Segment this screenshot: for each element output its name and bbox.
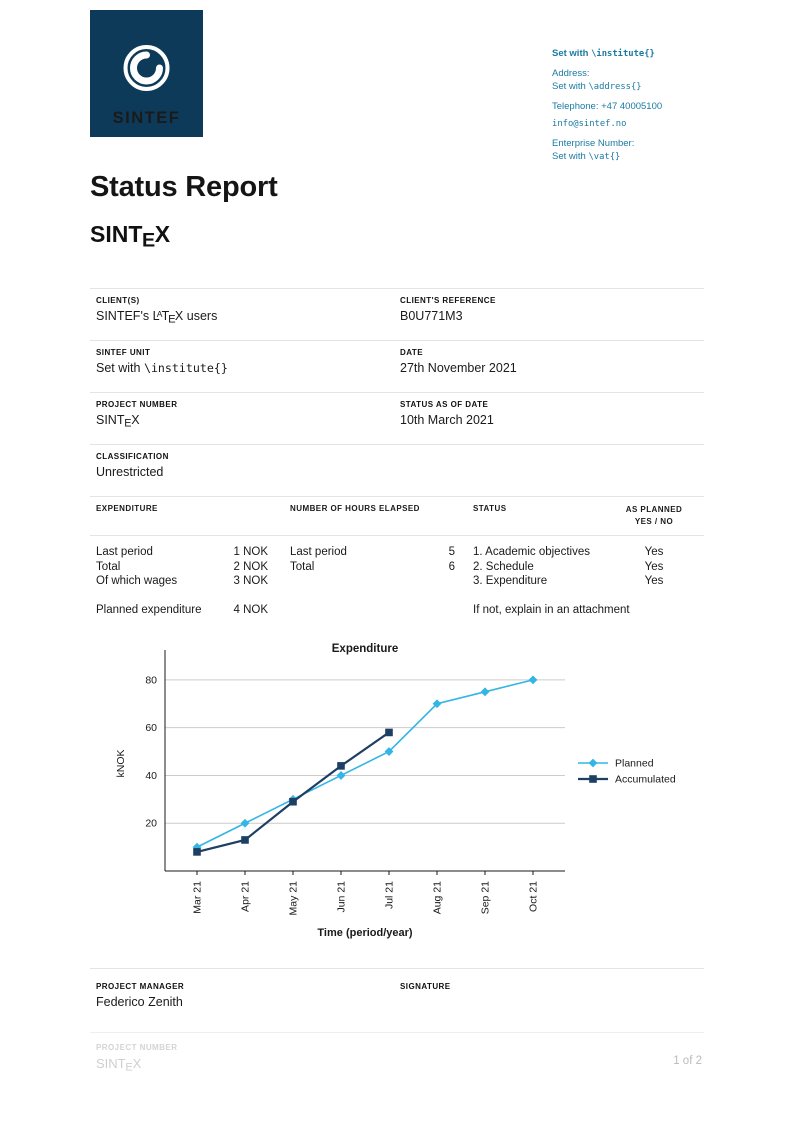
svg-text:Jun 21: Jun 21 xyxy=(336,881,348,913)
page-footer: PROJECT NUMBER SINTEX 1 of 2 xyxy=(90,1032,704,1074)
sintef-logo-text: SINTEF xyxy=(113,109,181,127)
page-number: 1 of 2 xyxy=(673,1055,702,1067)
project-number-label: PROJECT NUMBER xyxy=(96,400,178,409)
svg-text:60: 60 xyxy=(145,722,157,734)
address-value: Set with \address{} xyxy=(552,81,642,92)
table-row: Total 6 xyxy=(290,560,455,573)
info-row-clients: CLIENT(S) SINTEF's LATEX users CLIENT'S … xyxy=(90,288,704,340)
signature-label: SIGNATURE xyxy=(400,982,451,991)
status-date-value: 10th March 2021 xyxy=(400,413,494,427)
info-row-project: PROJECT NUMBER SINTEX STATUS AS OF DATE … xyxy=(90,392,704,444)
telephone-line: Telephone: +47 40005100 xyxy=(552,100,663,112)
reference-label: CLIENT'S REFERENCE xyxy=(400,296,496,305)
enterprise-value: Set with \vat{} xyxy=(552,151,621,162)
institute-line: Set with \institute{} xyxy=(552,48,655,59)
contact-info: Set with \institute{} Address: Set with … xyxy=(552,47,712,170)
page-title: Status Report xyxy=(90,171,278,203)
email-line: info@sintef.no xyxy=(552,119,627,129)
signature-cell: SIGNATURE xyxy=(400,982,451,991)
expenditure-header: EXPENDITURE xyxy=(96,504,158,513)
classification-label: CLASSIFICATION xyxy=(96,452,169,461)
date-value: 27th November 2021 xyxy=(400,361,517,375)
table-cell: Yes xyxy=(644,546,664,558)
table-row: Of which wages 3 NOK xyxy=(96,575,268,588)
project-number-cell: PROJECT NUMBER SINTEX xyxy=(96,400,704,430)
svg-text:May 21: May 21 xyxy=(288,881,300,916)
project-manager-label: PROJECT MANAGER xyxy=(96,982,185,991)
svg-text:40: 40 xyxy=(145,770,157,782)
svg-text:Accumulated: Accumulated xyxy=(615,774,676,786)
as-planned-header: AS PLANNED YES / NO xyxy=(625,505,683,526)
footer-project-value: SINTEX xyxy=(96,1056,142,1074)
project-number-value: SINTEX xyxy=(96,413,140,430)
as-planned-column: Yes Yes Yes xyxy=(615,545,693,589)
svg-text:Expenditure: Expenditure xyxy=(332,643,398,655)
unit-value: Set with \institute{} xyxy=(96,361,228,375)
svg-text:Jul 21: Jul 21 xyxy=(384,881,396,909)
manager-row: PROJECT MANAGER Federico Zenith SIGNATUR… xyxy=(90,968,704,1009)
table-cell: Yes xyxy=(644,560,664,573)
address-label: Address: xyxy=(552,67,590,79)
reference-value: B0U771M3 xyxy=(400,309,463,323)
project-manager-value: Federico Zenith xyxy=(96,995,183,1009)
expenditure-table-body: Last period 1 NOK Total 2 NOK Of which wag… xyxy=(90,536,704,671)
project-manager-cell: PROJECT MANAGER Federico Zenith xyxy=(96,982,704,1009)
svg-text:Aug 21: Aug 21 xyxy=(432,881,444,914)
sintef-logo: SINTEF xyxy=(90,10,203,137)
classification-value: Unrestricted xyxy=(96,465,164,479)
address-block: Address: Set with \address{} xyxy=(552,67,712,95)
unit-label: SINTEF UNIT xyxy=(96,348,151,357)
status-date-cell: STATUS AS OF DATE 10th March 2021 xyxy=(400,400,494,427)
svg-text:20: 20 xyxy=(145,818,157,830)
hours-column: Last period 5 Total 6 xyxy=(290,545,455,574)
footer-project-label: PROJECT NUMBER xyxy=(96,1043,178,1052)
clients-value: SINTEF's LATEX users xyxy=(96,309,218,326)
table-row: 2. Schedule xyxy=(473,560,534,573)
date-label: DATE xyxy=(400,348,423,357)
status-header: STATUS xyxy=(473,504,507,513)
status-note: If not, explain in an attachment xyxy=(473,603,630,616)
enterprise-label: Enterprise Number: xyxy=(552,137,635,149)
expenditure-chart: 20 40 60 80 Mar 21 Apr 21 May 21 Jun 21 Jul 21 Au… xyxy=(90,638,704,946)
svg-text:kNOK: kNOK xyxy=(115,749,127,777)
clients-cell: CLIENT(S) SINTEF's LATEX users xyxy=(96,296,704,326)
table-row: Last period 5 xyxy=(290,546,455,558)
hours-header: NUMBER OF HOURS ELAPSED xyxy=(290,504,420,513)
table-row: Last period 1 NOK xyxy=(96,546,268,558)
svg-text:Sep 21: Sep 21 xyxy=(480,881,492,914)
classification-cell: CLASSIFICATION Unrestricted xyxy=(96,452,704,479)
svg-text:Apr 21: Apr 21 xyxy=(240,881,252,912)
svg-text:Oct 21: Oct 21 xyxy=(528,881,540,912)
expenditure-table: EXPENDITURE NUMBER OF HOURS ELAPSED STAT… xyxy=(90,496,704,671)
svg-text:80: 80 xyxy=(145,674,157,686)
reference-cell: CLIENT'S REFERENCE B0U771M3 xyxy=(400,296,496,323)
table-row: 3. Expenditure xyxy=(473,575,548,588)
status-date-label: STATUS AS OF DATE xyxy=(400,400,489,409)
footer-project-cell: PROJECT NUMBER SINTEX xyxy=(96,1043,704,1074)
sintef-logo-icon: SINTEF xyxy=(90,10,203,137)
svg-text:Planned: Planned xyxy=(615,758,654,770)
enterprise-block: Enterprise Number: Set with \vat{} xyxy=(552,137,712,165)
project-info-table: CLIENT(S) SINTEF's LATEX users CLIENT'S … xyxy=(90,288,704,496)
table-row-planned-expenditure: Planned expenditure 4 NOK xyxy=(96,603,268,616)
expenditure-chart-svg: 20 40 60 80 Mar 21 Apr 21 May 21 Jun 21 Jul 21 Au… xyxy=(115,643,676,939)
institute-code: \institute{} xyxy=(591,49,655,59)
unit-cell: SINTEF UNIT Set with \institute{} xyxy=(96,348,704,375)
clients-label: CLIENT(S) xyxy=(96,296,140,305)
sintex-wordmark: SINTEX xyxy=(90,221,171,252)
table-row: 1. Academic objectives xyxy=(473,546,590,558)
expenditure-table-header: EXPENDITURE NUMBER OF HOURS ELAPSED STAT… xyxy=(90,496,704,536)
svg-text:Time (period/year): Time (period/year) xyxy=(317,927,412,939)
table-cell: Yes xyxy=(644,575,664,588)
info-row-unit: SINTEF UNIT Set with \institute{} DATE 2… xyxy=(90,340,704,392)
expenditure-column: Last period 1 NOK Total 2 NOK Of which wag… xyxy=(96,545,268,617)
table-row: Total 2 NOK xyxy=(96,560,268,573)
status-column: 1. Academic objectives 2. Schedule 3. Ex… xyxy=(473,545,683,617)
svg-text:Mar 21: Mar 21 xyxy=(192,881,204,914)
latex-wordmark: LATEX xyxy=(152,309,184,326)
date-cell: DATE 27th November 2021 xyxy=(400,348,517,375)
info-row-classification: CLASSIFICATION Unrestricted xyxy=(90,444,704,496)
